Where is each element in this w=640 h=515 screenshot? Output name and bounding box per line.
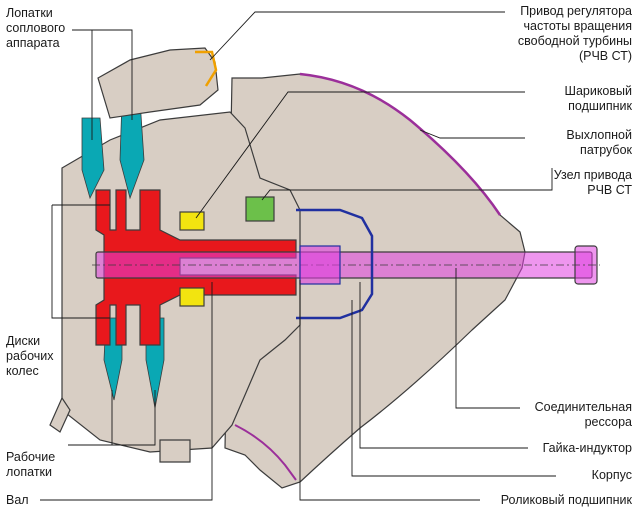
label-governor-drive: Привод регулятора частоты вращения свобо… xyxy=(517,4,632,63)
leader-roller-bearing xyxy=(299,280,480,501)
label-housing: Корпус xyxy=(591,468,632,482)
label-discs: Диски рабочих колес xyxy=(6,334,54,378)
label-drive-unit: Узел привода РЧВ СТ xyxy=(553,168,632,197)
nozzle-blade-1 xyxy=(81,117,105,200)
leader-housing xyxy=(351,300,556,477)
leader-nut xyxy=(359,282,528,449)
exhaust-edge-highlight xyxy=(299,72,502,216)
leader-ball-bearing xyxy=(195,91,525,219)
label-nut: Гайка-индуктор xyxy=(542,441,632,455)
label-nozzle-blades: Лопатки соплового аппарата xyxy=(6,6,66,50)
governor-drive-highlight xyxy=(195,50,218,87)
governor-drive-housing xyxy=(97,47,219,119)
label-ball-bearing: Шариковый подшипник xyxy=(564,84,632,113)
leader-spring xyxy=(455,268,520,409)
leader-exhaust xyxy=(419,129,525,139)
roller-bearing xyxy=(299,245,341,285)
leader-governor xyxy=(209,11,505,61)
leader-rotor-blades xyxy=(68,390,156,446)
label-shaft: Вал xyxy=(6,493,29,507)
leader-lines xyxy=(40,11,556,501)
nozzle-blades xyxy=(81,99,145,200)
label-spring: Соединительная рессора xyxy=(534,400,632,429)
label-exhaust: Выхлопной патрубок xyxy=(566,128,632,157)
ball-bearing-upper xyxy=(179,211,205,231)
left-mounting-lug xyxy=(49,396,71,433)
leader-drive-unit xyxy=(261,168,553,201)
governor-drive-gear xyxy=(245,196,275,222)
lower-mounting-bolt xyxy=(159,439,191,463)
leader-nozzle-blades xyxy=(72,29,133,140)
ball-bearing-lower xyxy=(179,287,205,307)
turbine-discs xyxy=(95,189,297,346)
label-roller-bearing: Роликовый подшипник xyxy=(500,493,632,507)
label-rotor-blades: Рабочие лопатки xyxy=(6,450,56,479)
exhaust-lower-edge xyxy=(234,424,297,481)
inner-bearing-case xyxy=(296,208,374,320)
leader-shaft xyxy=(40,282,213,501)
leader-discs xyxy=(51,204,110,319)
